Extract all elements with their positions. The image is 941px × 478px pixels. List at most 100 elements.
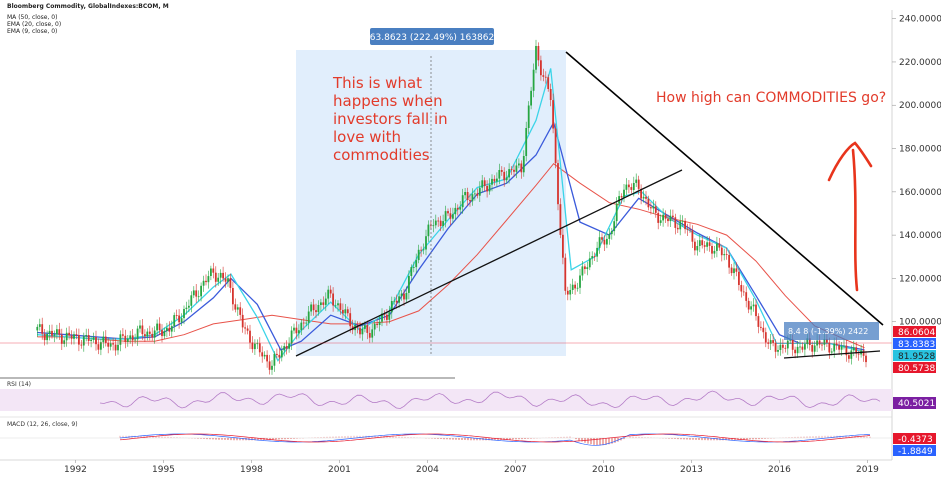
candle-body: [156, 323, 158, 331]
candle-body: [412, 267, 415, 268]
candle-body: [58, 329, 61, 335]
candle-body: [496, 178, 498, 182]
candle-body: [686, 229, 689, 230]
candle-body: [185, 307, 188, 309]
candle-body: [588, 258, 591, 268]
uptrend-line: [295, 169, 683, 357]
candle-body: [703, 245, 706, 247]
candle-body: [268, 361, 271, 370]
time-tick-label: 1995: [152, 465, 175, 475]
candle-body: [60, 334, 63, 344]
candle-body: [144, 334, 146, 337]
candle-body: [102, 336, 105, 343]
candle-body: [716, 243, 718, 251]
candle-body: [747, 300, 750, 310]
candle-body: [75, 334, 78, 335]
candle-body: [112, 343, 114, 345]
candle-body: [234, 304, 237, 310]
candle-body: [757, 316, 760, 327]
candle-body: [256, 343, 259, 345]
candle-body: [43, 333, 46, 341]
candle-body: [652, 206, 655, 209]
candle-body: [650, 207, 652, 209]
time-tick-label: 1992: [64, 465, 87, 475]
price-label-value: 86.0604: [898, 328, 935, 338]
candle-body: [752, 304, 755, 307]
candle-body: [239, 307, 242, 315]
candle-body: [298, 330, 300, 334]
candle-body: [109, 343, 112, 347]
candle-body: [464, 192, 466, 196]
candle-body: [104, 336, 107, 343]
candle-body: [662, 214, 664, 221]
candle-body: [417, 249, 420, 261]
candle-body: [537, 46, 540, 61]
rsi-label: RSI (14): [7, 381, 31, 388]
candle-body: [153, 330, 156, 338]
candle-body: [532, 69, 535, 91]
candle-body: [36, 326, 39, 331]
candle-body: [730, 267, 733, 274]
candle-body: [518, 163, 520, 166]
candle-body: [395, 300, 398, 303]
candle-body: [740, 285, 743, 292]
candle-body: [689, 229, 691, 231]
macd-label: MACD (12, 26, close, 9): [7, 421, 78, 428]
series-ma50: [37, 163, 865, 349]
candle-body: [126, 338, 129, 342]
candle-body: [87, 335, 90, 341]
time-tick-label: 2010: [592, 465, 615, 475]
candle-body: [845, 345, 848, 356]
candle-body: [48, 330, 51, 334]
candle-body: [214, 272, 217, 282]
candle-body: [500, 170, 503, 172]
candle-body: [246, 328, 249, 331]
candle-body: [769, 340, 772, 344]
candle-body: [613, 221, 616, 232]
candle-body: [843, 345, 845, 347]
price-label-badge: [893, 350, 936, 361]
candle-body: [195, 290, 198, 297]
candle-body: [327, 289, 330, 299]
downtrend-line: [565, 51, 884, 326]
candle-body: [576, 287, 579, 289]
candle-body: [535, 46, 537, 70]
candle-body: [90, 339, 92, 341]
candle-body: [733, 268, 735, 274]
candle-body: [549, 89, 552, 100]
candle-body: [674, 217, 677, 228]
candle-body: [346, 309, 349, 314]
candle-body: [53, 334, 56, 336]
candle-body: [742, 291, 745, 293]
rsi-value-badge: [893, 397, 936, 409]
candle-body: [293, 327, 295, 331]
candle-body: [493, 178, 496, 182]
candle-body: [596, 247, 598, 257]
candle-body: [513, 169, 515, 172]
candle-body: [591, 256, 594, 259]
candle-body: [738, 271, 740, 285]
candle-body: [681, 220, 684, 222]
candle-body: [219, 272, 222, 278]
candle-body: [232, 288, 234, 305]
candle-body: [117, 344, 119, 351]
candle-body: [852, 347, 855, 351]
price-axis-ticks: 100.0000 120.0000 140.0000 160.0000 180.0000…: [892, 15, 941, 328]
price-tick-label: 120.0000: [899, 274, 941, 284]
time-tick-label: 1998: [240, 465, 263, 475]
annotation-line: investors fall in: [333, 110, 448, 128]
candle-body: [603, 239, 606, 245]
candle-body: [481, 180, 484, 188]
candle-body: [510, 169, 513, 170]
macd-value-labels: -0.4373 -1.8849: [893, 433, 936, 457]
candle-body: [720, 247, 723, 256]
candle-body: [701, 240, 704, 246]
candle-body: [241, 314, 244, 328]
candle-body: [295, 327, 298, 334]
price-label-badge: [893, 326, 936, 337]
candle-body: [679, 221, 682, 230]
candle-body: [95, 337, 97, 345]
candle-body: [244, 327, 246, 329]
candle-body: [376, 323, 378, 325]
